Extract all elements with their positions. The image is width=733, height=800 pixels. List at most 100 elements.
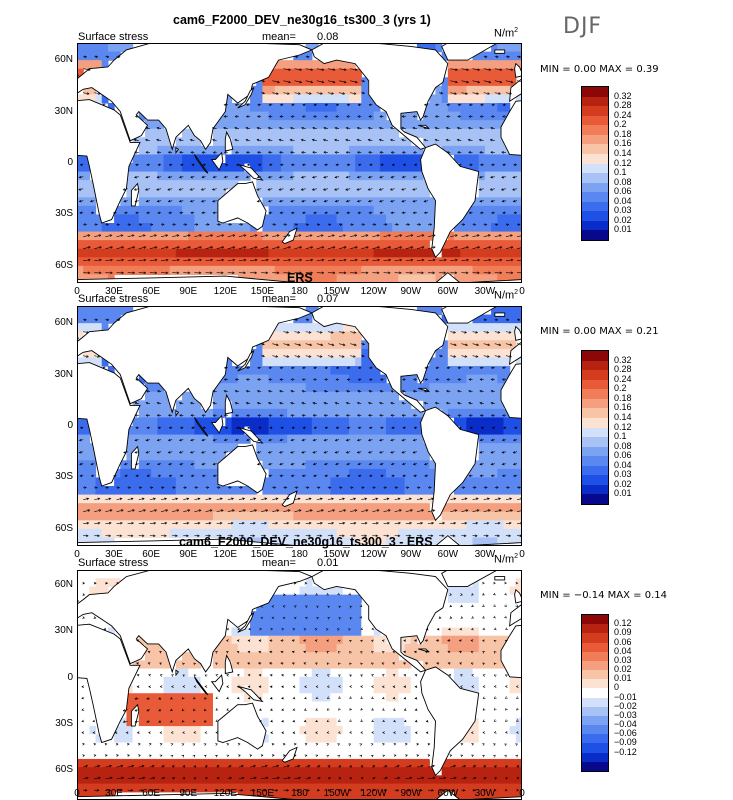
- coastline: [441, 43, 499, 61]
- field-cell: [262, 537, 270, 546]
- field-cell: [219, 223, 226, 233]
- field-cell: [410, 265, 418, 276]
- field-cell: [342, 451, 350, 461]
- field-cell: [77, 717, 84, 727]
- field-cell: [318, 627, 325, 637]
- arrow-icon: [383, 258, 392, 262]
- field-cell: [318, 668, 325, 678]
- field-cell: [206, 528, 214, 539]
- field-cell: [398, 180, 406, 190]
- field-cell: [466, 426, 474, 436]
- field-cell: [404, 417, 412, 427]
- field-cell: [342, 417, 350, 427]
- field-cell: [491, 503, 498, 513]
- field-cell: [503, 231, 511, 241]
- arrow-icon: [479, 115, 484, 118]
- field-cell: [212, 468, 220, 479]
- arrow-icon: [467, 126, 473, 130]
- field-cell: [231, 494, 239, 504]
- field-cell: [132, 257, 140, 267]
- field-cell: [330, 400, 338, 410]
- colorbar-swatch: [582, 163, 608, 174]
- field-cell: [361, 391, 369, 401]
- field-cell: [509, 231, 517, 241]
- field-cell: [219, 643, 226, 653]
- field-cell: [182, 188, 189, 198]
- field-cell: [478, 154, 486, 164]
- field-cell: [157, 391, 165, 401]
- field-cell: [478, 274, 486, 283]
- field-cell: [318, 120, 325, 130]
- field-cell: [466, 323, 474, 333]
- field-cell: [484, 314, 492, 324]
- arrow-icon: [223, 175, 228, 179]
- field-cell: [293, 611, 301, 620]
- field-cell: [503, 51, 511, 61]
- field-cell: [138, 197, 146, 207]
- field-cell: [206, 188, 214, 198]
- field-cell: [373, 477, 381, 487]
- field-cell: [342, 128, 350, 138]
- field-cell: [151, 528, 158, 539]
- field-cell: [151, 643, 158, 653]
- field-cell: [429, 511, 437, 521]
- field-cell: [497, 180, 505, 190]
- field-cell: [169, 775, 177, 785]
- field-cell: [101, 60, 109, 70]
- field-cell: [250, 366, 257, 376]
- field-cell: [83, 180, 90, 190]
- field-cell: [120, 767, 128, 776]
- field-cell: [472, 528, 480, 539]
- field-cell: [429, 43, 437, 53]
- field-cell: [268, 374, 276, 384]
- field-cell: [367, 188, 375, 198]
- field-cell: [175, 257, 183, 267]
- coastline: [509, 78, 522, 103]
- arrow-icon: [127, 271, 136, 275]
- field-cell: [219, 511, 226, 521]
- field-cell: [225, 111, 233, 121]
- field-cell: [219, 451, 226, 461]
- field-cell: [114, 503, 121, 513]
- field-cell: [262, 120, 270, 130]
- field-cell: [472, 357, 480, 367]
- field-cell: [293, 602, 301, 612]
- field-cell: [287, 408, 294, 419]
- field-cell: [491, 103, 498, 113]
- field-cell: [151, 511, 158, 521]
- arrow-icon: [272, 258, 280, 262]
- field-cell: [355, 477, 362, 487]
- field-cell: [361, 528, 369, 539]
- field-cell: [460, 511, 467, 521]
- field-cell: [454, 391, 461, 401]
- arrow-icon: [245, 103, 251, 107]
- field-cell: [219, 652, 226, 661]
- field-cell: [454, 331, 461, 341]
- field-cell: [491, 171, 498, 181]
- arrow-icon: [180, 163, 184, 167]
- field-cell: [206, 154, 214, 164]
- field-cell: [268, 717, 276, 727]
- field-cell: [318, 660, 325, 670]
- field-cell: [126, 520, 134, 530]
- field-cell: [243, 240, 251, 250]
- field-cell: [491, 331, 498, 341]
- field-cell: [503, 145, 511, 156]
- arrow-icon: [335, 103, 340, 107]
- field-cell: [478, 205, 486, 216]
- field-cell: [212, 652, 220, 661]
- arrow-icon: [416, 271, 424, 275]
- field-cell: [188, 223, 196, 233]
- field-cell: [398, 408, 406, 419]
- field-cell: [348, 348, 356, 359]
- field-cell: [361, 408, 369, 419]
- field-cell: [101, 306, 109, 316]
- field-cell: [336, 348, 344, 359]
- field-cell: [194, 503, 202, 513]
- field-cell: [151, 750, 158, 760]
- field-cell: [330, 323, 338, 333]
- field-cell: [299, 676, 307, 686]
- field-cell: [336, 643, 344, 653]
- field-cell: [379, 188, 387, 198]
- field-cell: [138, 408, 146, 419]
